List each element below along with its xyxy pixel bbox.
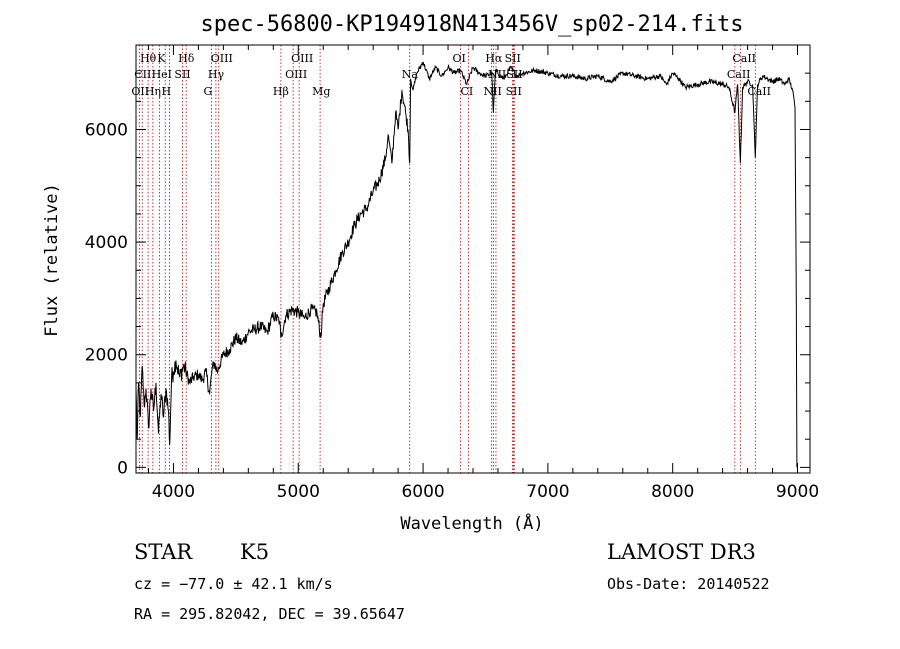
spectral-line-label: SII	[506, 85, 522, 98]
spectral-line-label: SII	[505, 52, 521, 65]
spectral-line-markers	[138, 45, 756, 473]
y-axis-label: Flux (relative)	[42, 183, 62, 337]
spectral-line-label: H	[161, 85, 171, 98]
spectral-line-label: OIII	[291, 52, 313, 65]
spectral-line-label: G	[204, 85, 213, 98]
spectrum-line	[135, 61, 798, 468]
obs-date: Obs-Date: 20140522	[607, 575, 770, 593]
spectral-line-label: NII	[483, 85, 501, 98]
x-tick-label: 7000	[526, 482, 569, 502]
spectral-line-label: CII	[134, 68, 151, 81]
x-tick-label: 9000	[776, 482, 819, 502]
axis-ticks: 4000 5000 6000 7000 8000 9000 0 2000 4000 6000	[85, 45, 819, 502]
spectral-line-label: Hη	[145, 85, 161, 98]
x-tick-label: 4000	[152, 482, 195, 502]
spectral-line-label: Hα	[485, 52, 503, 65]
spectral-line-label: Hβ	[273, 85, 289, 98]
chart-title: spec-56800-KP194918N413456V_sp02-214.fit…	[200, 12, 743, 37]
x-axis-label: Wavelength (Å)	[400, 512, 543, 534]
spectral-line-label: OI	[453, 52, 466, 65]
x-tick-label: 6000	[401, 482, 444, 502]
spectral-line-label: CaII	[747, 85, 771, 98]
spectral-line-label: OIII	[285, 68, 307, 81]
spectral-line-label: SII	[506, 68, 522, 81]
x-tick-label: 8000	[651, 482, 694, 502]
spectrum-layer	[135, 61, 798, 468]
spectral-line-label: Hδ	[178, 52, 195, 65]
spectral-line-label: OII	[131, 85, 149, 98]
spectral-line-label: CaII	[732, 52, 756, 65]
spectral-line-label: Hγ	[208, 68, 225, 81]
object-subclass: K5	[240, 540, 270, 564]
survey-name: LAMOST DR3	[607, 540, 756, 564]
spectral-line-label: Hθ	[140, 52, 157, 65]
spectral-line-label: SII	[174, 68, 190, 81]
spectral-line-label: K	[157, 52, 166, 65]
spectral-line-label: NII	[488, 68, 506, 81]
spectral-line-label: Mg	[312, 85, 330, 98]
coordinates: RA = 295.82042, DEC = 39.65647	[134, 605, 405, 623]
spectral-line-label: CaII	[727, 68, 751, 81]
redshift-value: cz = −77.0 ± 42.1 km/s	[134, 575, 333, 593]
spectral-line-label: CI	[461, 85, 474, 98]
spectral-line-label: OIII	[211, 52, 233, 65]
y-tick-label: 0	[117, 458, 128, 478]
x-tick-label: 5000	[277, 482, 320, 502]
y-tick-label: 2000	[85, 346, 128, 366]
spectral-line-label: HeI	[152, 68, 172, 81]
spectral-line-label: Na	[402, 68, 419, 81]
plot-frame	[135, 44, 811, 474]
object-class: STAR	[134, 540, 193, 564]
y-tick-label: 6000	[85, 120, 128, 140]
y-tick-label: 4000	[85, 233, 128, 253]
